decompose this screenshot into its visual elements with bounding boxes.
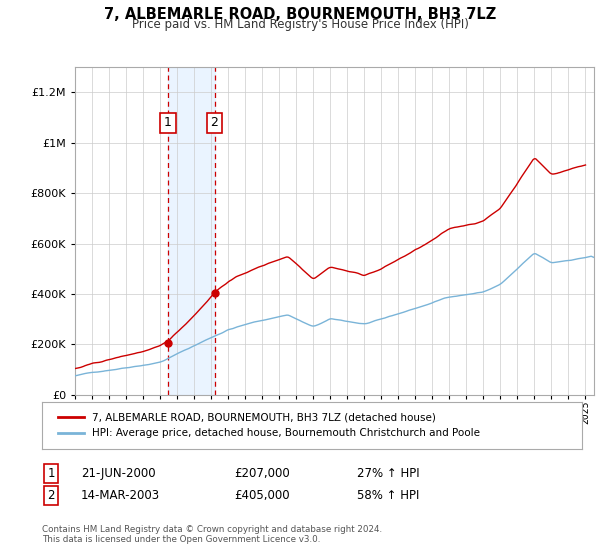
- Text: £405,000: £405,000: [234, 489, 290, 502]
- Text: £207,000: £207,000: [234, 466, 290, 480]
- Text: 1: 1: [47, 466, 55, 480]
- Text: 1: 1: [164, 116, 172, 129]
- Text: 7, ALBEMARLE ROAD, BOURNEMOUTH, BH3 7LZ: 7, ALBEMARLE ROAD, BOURNEMOUTH, BH3 7LZ: [104, 7, 496, 22]
- Text: Price paid vs. HM Land Registry's House Price Index (HPI): Price paid vs. HM Land Registry's House …: [131, 18, 469, 31]
- Text: 2: 2: [47, 489, 55, 502]
- Text: Contains HM Land Registry data © Crown copyright and database right 2024.
This d: Contains HM Land Registry data © Crown c…: [42, 525, 382, 544]
- Text: 14-MAR-2003: 14-MAR-2003: [81, 489, 160, 502]
- Legend: 7, ALBEMARLE ROAD, BOURNEMOUTH, BH3 7LZ (detached house), HPI: Average price, de: 7, ALBEMARLE ROAD, BOURNEMOUTH, BH3 7LZ …: [53, 407, 485, 444]
- Text: 27% ↑ HPI: 27% ↑ HPI: [357, 466, 419, 480]
- Text: 21-JUN-2000: 21-JUN-2000: [81, 466, 155, 480]
- Text: 58% ↑ HPI: 58% ↑ HPI: [357, 489, 419, 502]
- Text: 2: 2: [211, 116, 218, 129]
- Bar: [168, 67, 215, 395]
